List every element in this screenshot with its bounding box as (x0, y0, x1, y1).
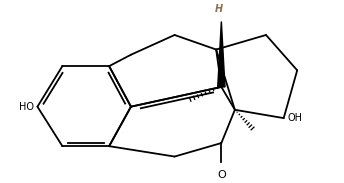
Text: HO: HO (19, 102, 34, 112)
Polygon shape (218, 21, 225, 87)
Text: O: O (217, 170, 226, 180)
Text: H: H (215, 4, 223, 14)
Text: OH: OH (288, 113, 303, 123)
